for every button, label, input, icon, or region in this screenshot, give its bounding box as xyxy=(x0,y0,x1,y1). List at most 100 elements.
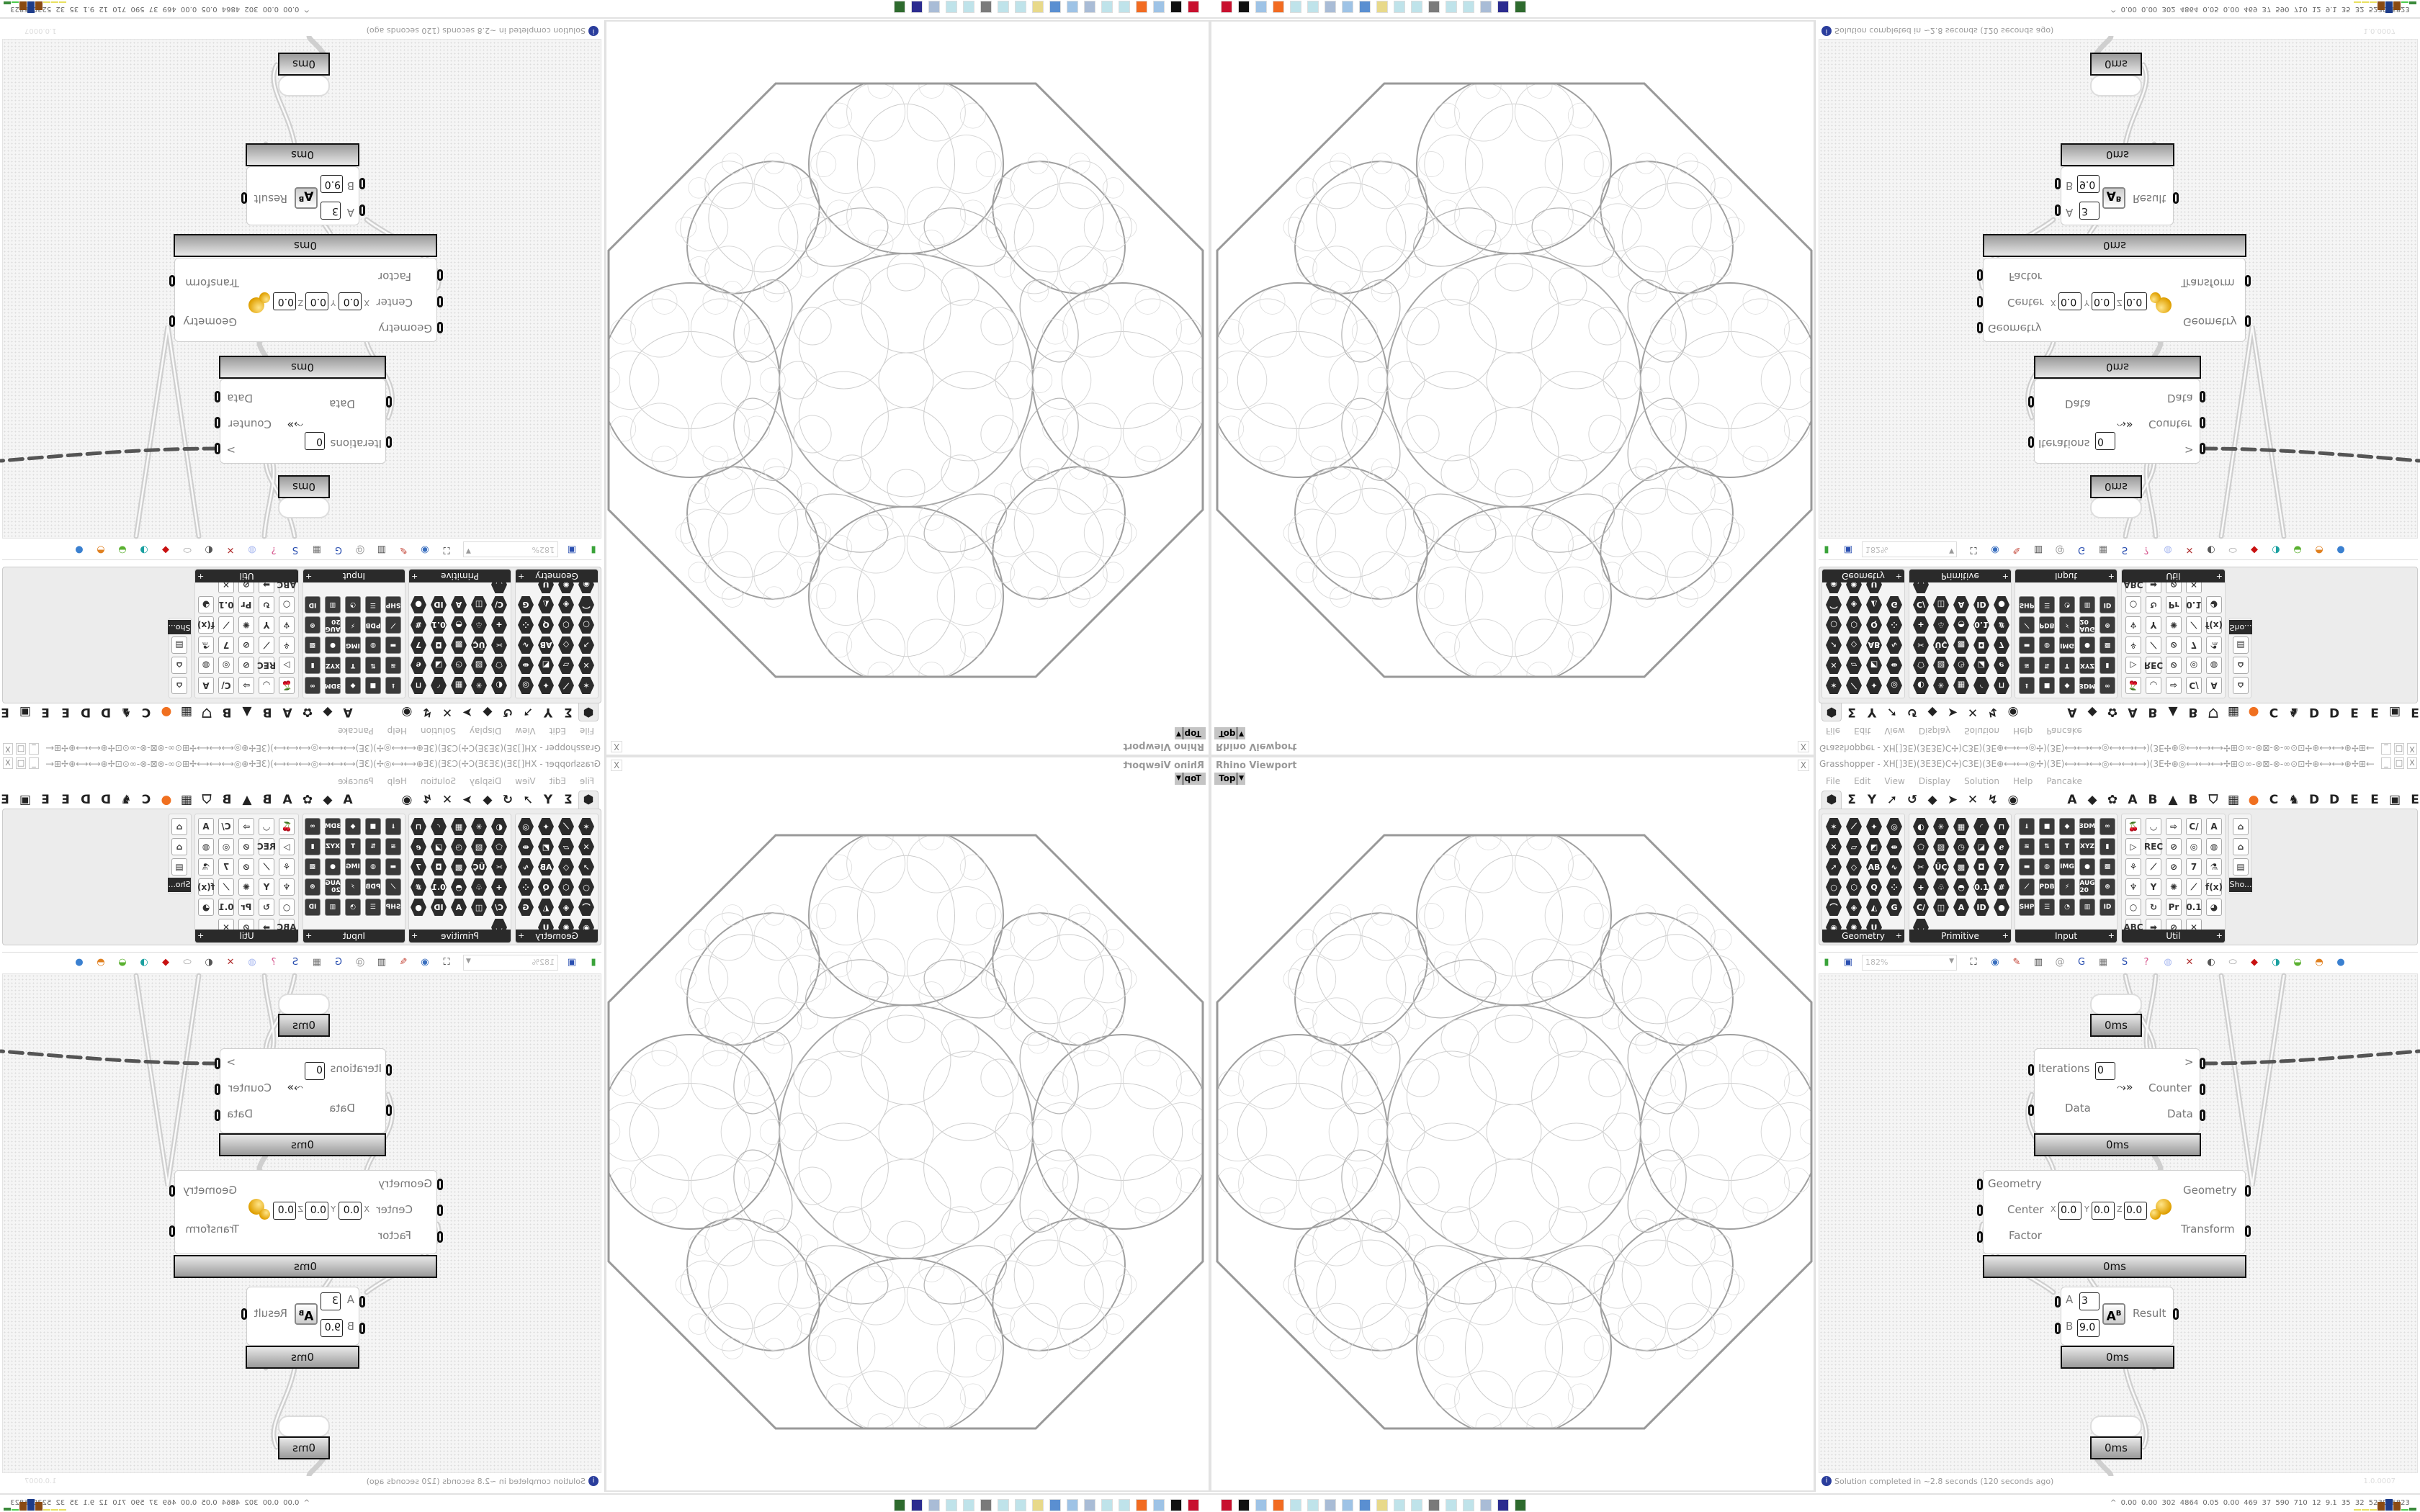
panel-label[interactable]: Input + xyxy=(2015,570,2117,582)
tab-icon[interactable]: C xyxy=(2269,705,2279,719)
component-icon[interactable]: ◷ xyxy=(449,837,469,857)
component-icon[interactable]: ⊘ xyxy=(236,837,256,857)
tab-icon[interactable]: B xyxy=(222,793,232,807)
component-icon[interactable]: ▤ xyxy=(2231,857,2251,877)
component-icon[interactable]: ▩ xyxy=(2097,635,2118,655)
expand-icon[interactable]: + xyxy=(2215,931,2223,940)
input-port-data[interactable] xyxy=(2028,396,2034,408)
panel-label[interactable]: Primitive + xyxy=(1909,930,2011,942)
component-icon[interactable]: ✂ xyxy=(489,857,509,877)
tab-icon[interactable]: ⬢ xyxy=(1821,703,1842,721)
tray-expand-icon[interactable]: ^ xyxy=(303,1499,310,1507)
new-file-icon[interactable]: ▮ xyxy=(1824,544,1829,555)
cluster-icon[interactable]: @ xyxy=(2055,544,2065,555)
component-icon[interactable]: ♆ xyxy=(2123,877,2143,897)
viewport-close-button[interactable]: X xyxy=(611,741,623,752)
component-icon[interactable]: f(x) xyxy=(2204,615,2224,635)
component-icon[interactable]: ▦ xyxy=(449,816,469,837)
component-icon[interactable]: Q xyxy=(1864,877,1884,897)
component-icon[interactable]: ◷ xyxy=(449,655,469,675)
tab-icon[interactable]: C xyxy=(141,793,151,807)
input-port-a[interactable] xyxy=(2055,1296,2061,1308)
component-icon[interactable]: C/ xyxy=(1911,897,1931,917)
component-icon[interactable]: ♆ xyxy=(2123,615,2143,635)
component-icon[interactable]: ⚘ xyxy=(2123,635,2143,655)
panel-label[interactable]: Primitive + xyxy=(409,930,511,942)
wireframe-icon[interactable]: ⬭ xyxy=(2228,544,2237,555)
component-icon[interactable]: ○ xyxy=(2123,595,2143,615)
component-icon[interactable]: ÜÇ xyxy=(469,857,489,877)
param-top-capsule[interactable] xyxy=(278,497,330,518)
component-icon[interactable]: ✂ xyxy=(1911,857,1931,877)
component-icon[interactable]: ∿ xyxy=(516,857,536,877)
component-icon[interactable]: ◩ xyxy=(1864,655,1884,675)
menu-file[interactable]: File xyxy=(1826,726,1841,736)
component-icon[interactable]: ✕ xyxy=(1824,837,1844,857)
expand-icon[interactable]: + xyxy=(2107,572,2115,581)
component-icon[interactable]: ⟋ xyxy=(556,675,576,696)
notepad-icon[interactable] xyxy=(1394,1499,1405,1511)
center-y-field[interactable]: 0.0 xyxy=(2092,1202,2115,1220)
component-icon[interactable]: ⚡ xyxy=(343,877,363,897)
component-icon[interactable]: ⇅ xyxy=(2037,655,2057,675)
component-icon[interactable]: ⊛ xyxy=(302,877,323,897)
tab-icon[interactable]: E xyxy=(2370,793,2379,807)
component-icon[interactable]: 0.1 xyxy=(1971,877,1991,897)
component-icon[interactable]: ◫ xyxy=(1931,595,1951,615)
package-icon[interactable]: ? xyxy=(271,544,277,555)
component-icon[interactable]: Pr xyxy=(2164,897,2184,917)
tab-icon[interactable]: ♞ xyxy=(2288,705,2300,719)
component-icon[interactable]: ≋ xyxy=(383,655,403,675)
component-icon[interactable]: ∿ xyxy=(1884,635,1904,655)
component-icon[interactable]: ▷ xyxy=(277,837,297,857)
expand-icon[interactable]: + xyxy=(1895,931,1902,940)
component-icon[interactable]: ⊓ xyxy=(408,675,429,696)
tab-icon[interactable]: ↺ xyxy=(1906,793,1918,807)
component-icon[interactable]: ◪ xyxy=(429,655,449,675)
component-icon[interactable]: ✳ xyxy=(1931,675,1951,696)
component-icon[interactable]: ÜÇ xyxy=(1931,635,1951,655)
tab-icon[interactable]: ◆ xyxy=(1927,705,1937,719)
component-icon[interactable]: ➚ xyxy=(576,857,596,877)
component-icon[interactable]: REC xyxy=(256,655,277,675)
component-icon[interactable]: ◫ xyxy=(1931,897,1951,917)
input-port-b[interactable] xyxy=(359,1323,365,1334)
expand-icon[interactable]: + xyxy=(2215,572,2223,581)
component-icon[interactable]: ■ xyxy=(363,816,383,837)
tab-icon[interactable]: C xyxy=(2269,793,2279,807)
component-icon[interactable]: XYZ xyxy=(323,837,343,857)
component-icon[interactable]: IMG xyxy=(343,857,363,877)
tab-icon[interactable]: ➚ xyxy=(522,705,534,719)
documents-icon[interactable] xyxy=(1325,1,1336,13)
component-icon[interactable]: ♧ xyxy=(469,615,489,635)
component-icon[interactable]: ▥ xyxy=(323,897,343,917)
component-icon[interactable]: ✶ xyxy=(576,816,596,837)
param-top-capsule[interactable] xyxy=(2090,994,2142,1015)
component-icon[interactable]: ∞ xyxy=(302,675,323,696)
center-z-field[interactable]: 0.0 xyxy=(2124,292,2147,310)
component-icon[interactable]: ⌂ xyxy=(169,655,189,675)
documents-icon[interactable] xyxy=(1480,1,1492,13)
documents-icon[interactable] xyxy=(928,1499,940,1511)
component-icon[interactable]: XYZ xyxy=(2077,655,2097,675)
component-icon[interactable]: ⟋ xyxy=(1844,675,1864,696)
floppy-icon[interactable] xyxy=(1497,1499,1509,1511)
component-icon[interactable]: Pr xyxy=(2164,595,2184,615)
bake-icon[interactable]: ▥ xyxy=(377,957,387,968)
component-icon[interactable]: ◘ xyxy=(429,635,449,655)
folder-icon[interactable] xyxy=(1376,1499,1388,1511)
component-icon[interactable]: C/ xyxy=(216,816,236,837)
sketch-icon[interactable]: ✎ xyxy=(2012,544,2021,555)
blue-sphere-icon[interactable]: ● xyxy=(2336,957,2345,968)
view-dropdown[interactable]: Top ▼ xyxy=(1175,773,1206,785)
b-field[interactable]: 9.0 xyxy=(321,175,343,193)
panel-label[interactable]: Geometry + xyxy=(516,570,598,582)
search-icon[interactable]: S xyxy=(292,957,299,968)
canvas-snapshot-icon[interactable]: ▦ xyxy=(2098,957,2108,968)
component-icon[interactable]: ▥ xyxy=(323,595,343,615)
component-icon[interactable]: ▤ xyxy=(2231,635,2251,655)
component-icon[interactable]: ⬡ xyxy=(1844,615,1864,635)
component-icon[interactable]: ◪ xyxy=(1971,655,1991,675)
component-icon[interactable]: ⟋ xyxy=(256,635,277,655)
zoom-field[interactable]: 182% ▼ xyxy=(1862,954,1957,971)
